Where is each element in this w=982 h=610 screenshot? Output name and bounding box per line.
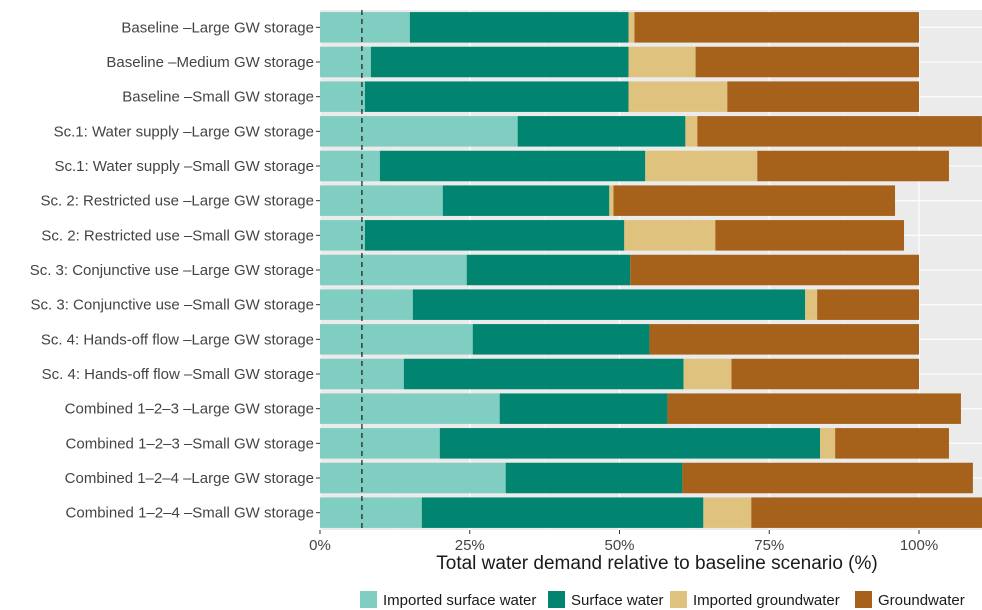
- bar-segment-imported-surface-water: [320, 81, 365, 112]
- bar-segment-groundwater: [697, 116, 982, 147]
- bar-segment-groundwater: [630, 254, 919, 286]
- bars: [320, 12, 982, 528]
- bar-segment-groundwater: [682, 462, 973, 494]
- bar-segment-imported-surface-water: [320, 393, 500, 424]
- category-label: Sc. 3: Conjunctive use –Small GW storage: [31, 297, 314, 314]
- bar-segment-imported-surface-water: [320, 324, 473, 355]
- bar-segment-surface-water: [364, 81, 629, 112]
- x-tick-label: 75%: [754, 537, 784, 554]
- bar-segment-imported-surface-water: [320, 116, 518, 147]
- bar-segment-imported-groundwater: [628, 81, 728, 112]
- bar-segment-imported-surface-water: [320, 220, 365, 251]
- category-label: Combined 1–2–4 –Large GW storage: [65, 470, 314, 487]
- category-label: Combined 1–2–4 –Small GW storage: [66, 505, 314, 522]
- bar-segment-surface-water: [472, 324, 650, 355]
- bar-segment-imported-surface-water: [320, 46, 371, 78]
- bar-segment-imported-groundwater: [820, 428, 836, 459]
- bar-segment-imported-surface-water: [320, 428, 440, 459]
- bar-segment-groundwater: [667, 393, 961, 424]
- bar-segment-groundwater: [757, 150, 949, 182]
- bar-segment-imported-groundwater: [645, 150, 758, 182]
- category-label: Sc. 3: Conjunctive use –Large GW storage: [30, 262, 314, 279]
- bar-segment-imported-groundwater: [628, 12, 635, 43]
- legend-label: Surface water: [571, 592, 664, 609]
- category-label: Baseline –Large GW storage: [121, 19, 314, 36]
- bar-segment-surface-water: [442, 185, 610, 216]
- bar-segment-imported-surface-water: [320, 150, 380, 182]
- bar-segment-surface-water: [499, 393, 668, 424]
- bar-segment-imported-groundwater: [685, 116, 698, 147]
- bar-segment-surface-water: [403, 358, 684, 390]
- bar-segment-surface-water: [466, 254, 631, 286]
- bar-segment-imported-groundwater: [628, 46, 696, 78]
- category-label: Sc. 2: Restricted use –Large GW storage: [41, 193, 314, 210]
- bar-segment-surface-water: [370, 46, 629, 78]
- bar-segment-groundwater: [731, 358, 919, 390]
- legend-swatch: [855, 591, 872, 608]
- x-tick-label: 50%: [604, 537, 634, 554]
- legend-label: Groundwater: [878, 592, 965, 609]
- category-label: Baseline –Medium GW storage: [106, 54, 314, 71]
- bar-segment-imported-groundwater: [703, 497, 752, 528]
- bar-segment-imported-surface-water: [320, 185, 443, 216]
- bar-segment-imported-surface-water: [320, 497, 422, 528]
- category-label: Sc. 4: Hands-off flow –Small GW storage: [42, 366, 314, 383]
- bar-segment-surface-water: [421, 497, 704, 528]
- bar-segment-groundwater: [817, 289, 919, 320]
- bar-segment-surface-water: [409, 12, 629, 43]
- legend: Imported surface water Surface water Impor…: [360, 591, 965, 609]
- x-tick-label: 0%: [309, 537, 331, 554]
- bar-segment-surface-water: [412, 289, 806, 320]
- x-tick-label: 25%: [455, 537, 485, 554]
- bar-segment-groundwater: [715, 220, 905, 251]
- x-tick-labels: 0% 25% 50% 75% 100%: [309, 530, 938, 554]
- x-axis-title: Total water demand relative to baseline …: [436, 553, 877, 574]
- bar-segment-surface-water: [439, 428, 821, 459]
- legend-label: Imported groundwater: [693, 592, 840, 609]
- category-label: Baseline –Small GW storage: [122, 89, 314, 106]
- category-label: Combined 1–2–3 –Small GW storage: [66, 435, 314, 452]
- category-label: Sc.1: Water supply –Large GW storage: [54, 123, 314, 140]
- x-tick-label: 100%: [900, 537, 938, 554]
- bar-segment-imported-surface-water: [320, 12, 410, 43]
- category-labels: Baseline –Large GW storage Baseline –Medi…: [30, 19, 320, 522]
- bar-segment-groundwater: [835, 428, 949, 459]
- bar-segment-groundwater: [634, 12, 919, 43]
- bar-segment-imported-groundwater: [805, 289, 818, 320]
- bar-segment-surface-water: [379, 150, 646, 182]
- category-label: Sc. 4: Hands-off flow –Large GW storage: [41, 331, 314, 348]
- bar-segment-groundwater: [727, 81, 919, 112]
- bar-segment-imported-surface-water: [320, 254, 467, 286]
- category-label: Sc. 2: Restricted use –Small GW storage: [41, 227, 314, 244]
- bar-segment-groundwater: [751, 497, 982, 528]
- bar-segment-groundwater: [649, 324, 919, 355]
- bar-segment-imported-groundwater: [683, 358, 732, 390]
- category-label: Combined 1–2–3 –Large GW storage: [65, 401, 314, 418]
- bar-segment-imported-groundwater: [609, 185, 614, 216]
- bar-segment-imported-surface-water: [320, 462, 506, 494]
- bar-segment-groundwater: [695, 46, 919, 78]
- bar-segment-surface-water: [517, 116, 686, 147]
- legend-swatch: [670, 591, 687, 608]
- bar-segment-surface-water: [505, 462, 683, 494]
- bar-segment-surface-water: [364, 220, 625, 251]
- bar-segment-imported-groundwater: [624, 220, 716, 251]
- legend-swatch: [548, 591, 565, 608]
- legend-label: Imported surface water: [383, 592, 536, 609]
- bar-segment-imported-surface-water: [320, 289, 413, 320]
- bar-segment-groundwater: [613, 185, 896, 216]
- category-label: Sc.1: Water supply –Small GW storage: [54, 158, 314, 175]
- legend-swatch: [360, 591, 377, 608]
